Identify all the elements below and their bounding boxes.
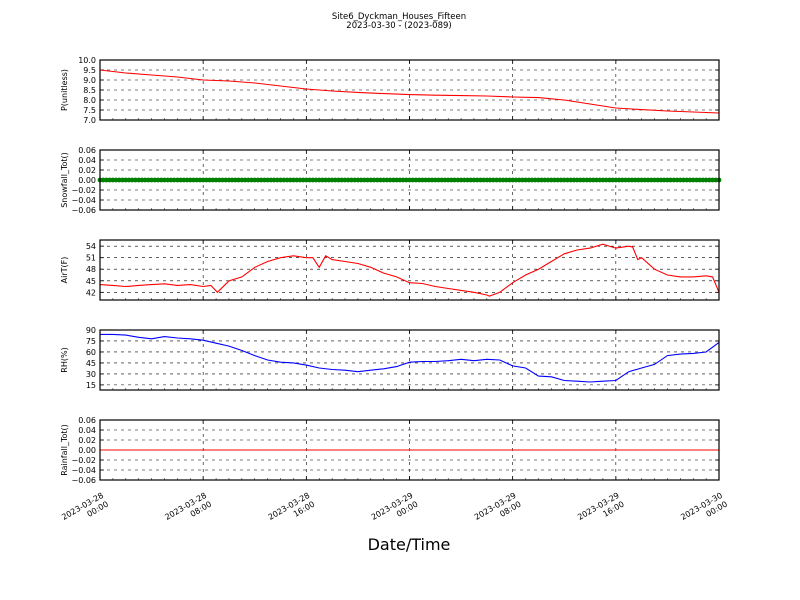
x-tick-label: 2023-03-2908:00: [473, 491, 523, 531]
y-tick-label: 7.0: [83, 116, 96, 125]
plot-frame: [99, 419, 720, 481]
y-tick-label: 10.0: [78, 56, 96, 65]
y-tick-label: 15: [86, 381, 96, 390]
panel-2: 42 45 48 51 54 AirT(F): [60, 239, 720, 301]
panel-3: 15 30 45 60 75 90 RH(%): [60, 326, 720, 391]
plot-frame: [99, 329, 720, 391]
series-line: [99, 243, 720, 297]
series-line: [99, 69, 720, 114]
y-tick-label: 0.02: [78, 166, 96, 175]
plot-frame: [99, 239, 720, 301]
x-axis-label: Date/Time: [368, 535, 451, 554]
panel-1: −0.06−0.04−0.020.000.020.040.06 Snowfall_…: [60, 146, 722, 215]
y-tick-label: 0.04: [78, 426, 96, 435]
x-tick-label: 2023-03-2916:00: [576, 491, 626, 531]
y-tick-label: −0.04: [71, 196, 96, 205]
plot-frame: [99, 149, 720, 211]
y-tick-label: 30: [86, 370, 96, 379]
y-tick-label: 0.00: [78, 176, 96, 185]
y-axis-label: P(unitless): [60, 69, 69, 111]
panel-4: −0.06−0.04−0.020.000.020.040.06 Rainfall_…: [60, 416, 720, 485]
y-tick-label: 90: [86, 326, 96, 335]
x-tick-label: 2023-03-2808:00: [163, 491, 213, 531]
y-tick-label: 0.06: [78, 146, 96, 155]
y-tick-label: 8.0: [83, 96, 96, 105]
y-tick-label: −0.02: [71, 186, 96, 195]
y-axis-label: AirT(F): [60, 257, 69, 284]
y-tick-label: 9.5: [83, 66, 96, 75]
y-tick-label: 51: [86, 254, 96, 263]
x-tick-label: 2023-03-2900:00: [370, 491, 420, 531]
y-tick-label: −0.04: [71, 466, 96, 475]
y-tick-label: 42: [86, 288, 96, 297]
y-tick-label: 0.02: [78, 436, 96, 445]
y-axis-label: Snowfall_Tot(): [60, 152, 69, 208]
y-tick-label: 8.5: [83, 86, 96, 95]
y-tick-label: 0.06: [78, 416, 96, 425]
y-axis-label: RH(%): [60, 347, 69, 372]
y-tick-label: 60: [86, 348, 96, 357]
y-tick-label: 9.0: [83, 76, 96, 85]
y-tick-label: −0.02: [71, 456, 96, 465]
y-tick-label: 0.00: [78, 446, 96, 455]
y-tick-label: 54: [86, 242, 96, 251]
y-tick-label: 48: [86, 265, 96, 274]
x-tick-label: 2023-03-2816:00: [267, 491, 317, 531]
plot-frame: [99, 59, 720, 121]
x-tick-label: 2023-03-3000:00: [679, 491, 729, 531]
x-tick-label: 2023-03-2800:00: [60, 491, 110, 531]
chart-title: Site6_Dyckman_Houses_Fifteen: [332, 12, 466, 22]
series-line: [100, 333, 720, 383]
y-tick-label: 45: [86, 277, 96, 286]
y-tick-label: −0.06: [71, 206, 96, 215]
panel-0: 7.07.58.08.59.09.510.0 P(unitless): [60, 56, 720, 125]
y-tick-label: 75: [86, 337, 96, 346]
chart-subtitle: 2023-03-30 - (2023-089): [346, 21, 451, 31]
y-tick-label: 0.04: [78, 156, 96, 165]
y-tick-label: 45: [86, 359, 96, 368]
y-tick-label: −0.06: [71, 476, 96, 485]
y-tick-label: 7.5: [83, 106, 96, 115]
y-axis-label: Rainfall_Tot(): [60, 424, 69, 476]
